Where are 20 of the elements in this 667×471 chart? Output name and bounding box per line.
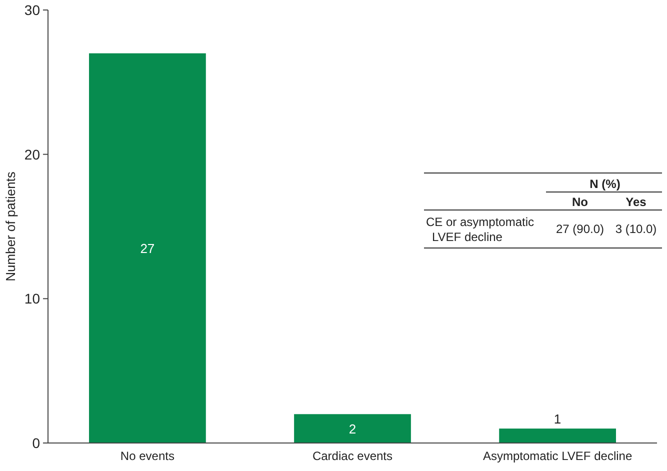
annotation: 3 (10.0) xyxy=(615,222,657,236)
x-tick-label: Cardiac events xyxy=(312,449,393,463)
y-tick-label: 0 xyxy=(32,435,40,451)
bar xyxy=(89,53,206,443)
annotation: CE or asymptomatic LVEF decline xyxy=(426,215,534,244)
x-tick-label: Asymptomatic LVEF decline xyxy=(482,449,632,463)
y-axis-title: Number of patients xyxy=(3,171,18,282)
bar xyxy=(294,414,411,443)
annotation: N (%) xyxy=(590,177,620,191)
bar xyxy=(499,428,616,443)
y-tick-label: 30 xyxy=(24,2,40,18)
data-label: 27 xyxy=(140,241,155,256)
y-tick-label: 20 xyxy=(24,146,40,162)
data-label: 2 xyxy=(348,422,356,437)
annotation: Yes xyxy=(626,195,647,209)
data-label: 1 xyxy=(554,412,562,427)
annotation: 27 (90.0) xyxy=(556,222,604,236)
x-tick-label: No events xyxy=(120,449,174,463)
y-tick-label: 10 xyxy=(24,290,40,307)
annotation: No xyxy=(572,195,588,209)
